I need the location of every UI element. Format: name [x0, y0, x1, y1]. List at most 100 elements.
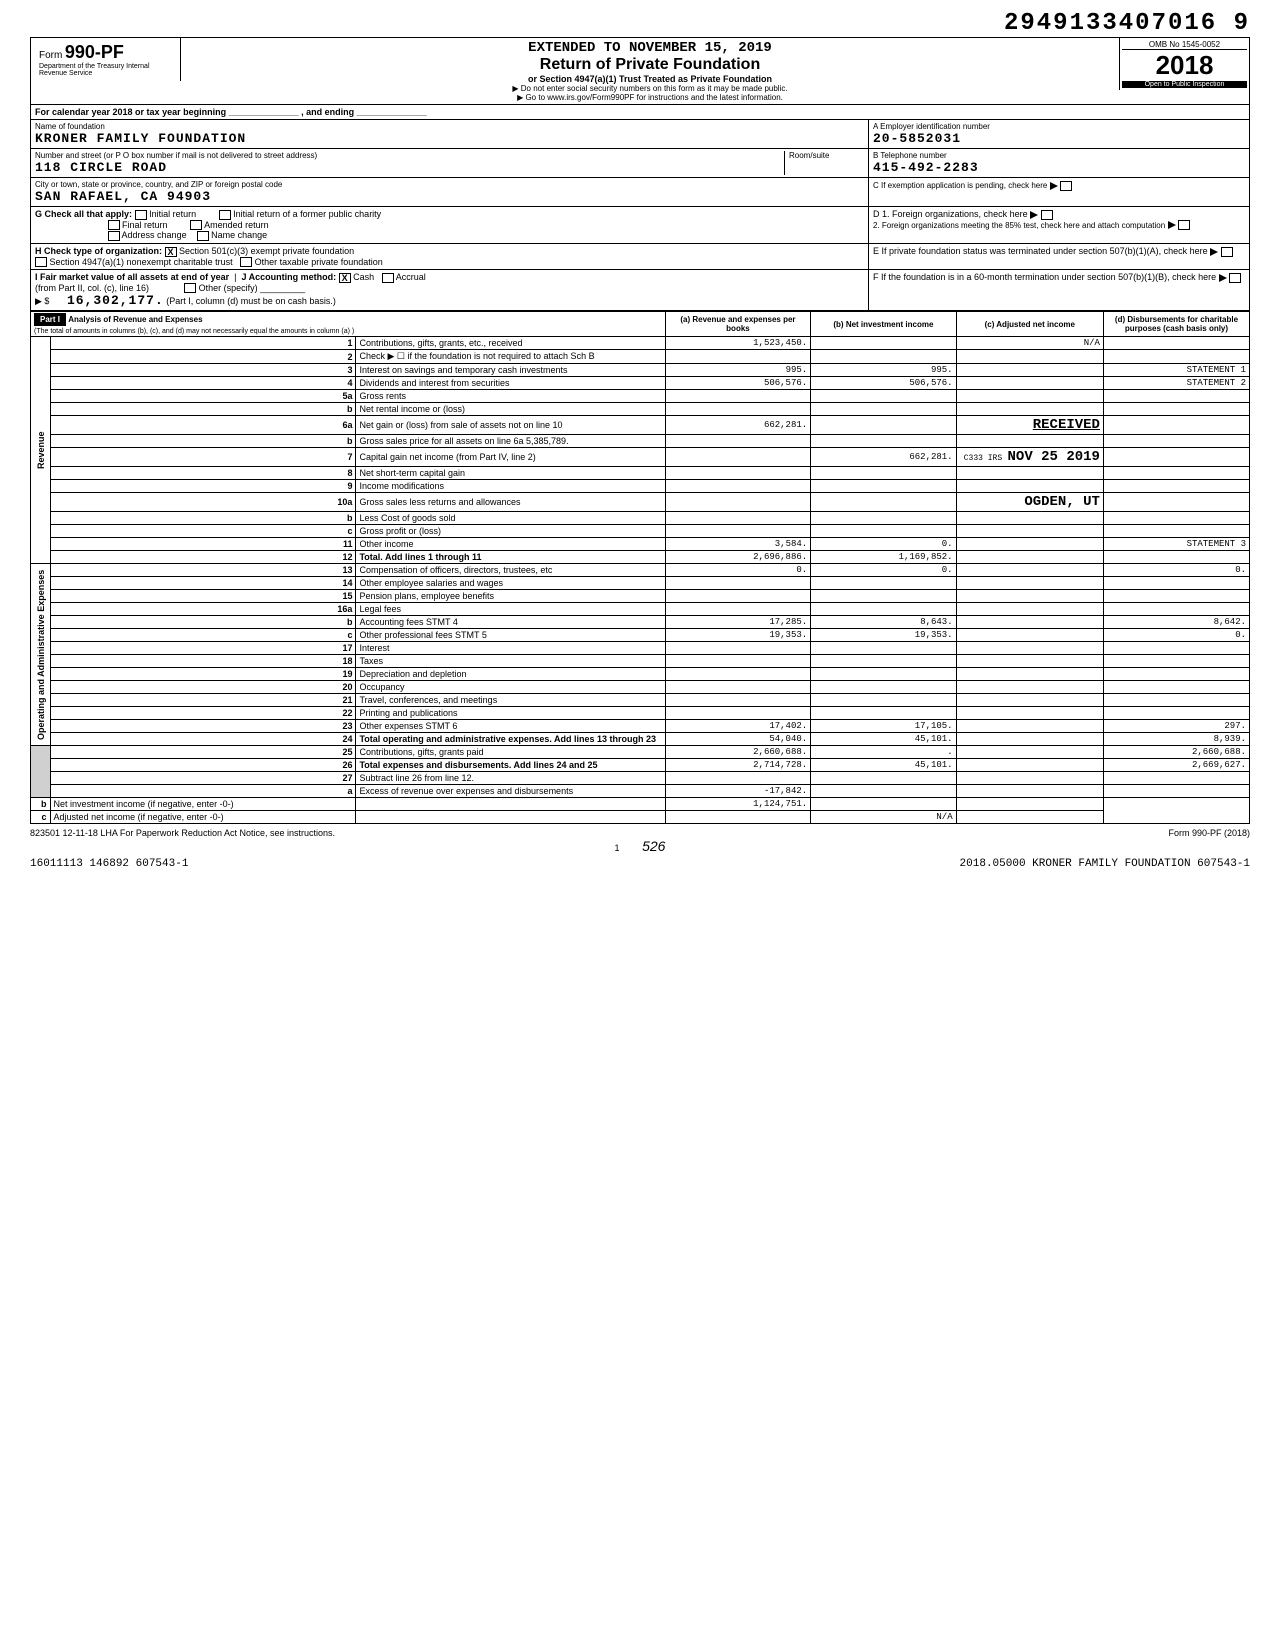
row-description: Gross sales price for all assets on line… — [356, 435, 665, 448]
h-other-label: Other taxable private foundation — [255, 257, 383, 267]
row-description: Other expenses STMT 6 — [356, 720, 665, 733]
dept-label: Department of the Treasury Internal Reve… — [39, 63, 172, 77]
d-label: D 1. Foreign organizations, check here — [873, 209, 1028, 219]
form-ref: Form 990-PF (2018) — [1168, 828, 1250, 838]
initial-former-check[interactable] — [219, 210, 231, 220]
col-b-value: 1,169,852. — [811, 551, 956, 564]
table-row: 23Other expenses STMT 617,402.17,105.297… — [31, 720, 1250, 733]
row-description: Net investment income (if negative, ente… — [50, 798, 356, 811]
footer-lha: 823501 12-11-18 LHA For Paperwork Reduct… — [30, 828, 1250, 838]
name-label: Name of foundation — [35, 122, 864, 131]
col-c-value — [956, 564, 1103, 577]
row-description: Printing and publications — [356, 707, 665, 720]
col-c-value — [956, 772, 1103, 785]
col-a-value: 506,576. — [665, 377, 810, 390]
col-a-value — [665, 772, 810, 785]
table-row: aExcess of revenue over expenses and dis… — [31, 785, 1250, 798]
e-checkbox[interactable] — [1221, 247, 1233, 257]
col-b-value — [811, 694, 956, 707]
row-description: Interest on savings and temporary cash i… — [356, 364, 665, 377]
final-return-check[interactable] — [108, 220, 120, 230]
col-a-value: 2,714,728. — [665, 759, 810, 772]
row-number: 25 — [50, 746, 356, 759]
lha-notice: 823501 12-11-18 LHA For Paperwork Reduct… — [30, 828, 335, 838]
row-description: Total expenses and disbursements. Add li… — [356, 759, 665, 772]
row-number: 18 — [50, 655, 356, 668]
row-number: 11 — [50, 538, 356, 551]
c-checkbox[interactable] — [1060, 181, 1072, 191]
col-b-value: 0. — [811, 538, 956, 551]
name-change-check[interactable] — [197, 231, 209, 241]
col-d-value: STATEMENT 1 — [1103, 364, 1249, 377]
col-a-value: 19,353. — [665, 629, 810, 642]
col-d-value — [1103, 772, 1249, 785]
col-c-value — [956, 681, 1103, 694]
row-number: 10a — [50, 493, 356, 512]
col-c-value — [956, 694, 1103, 707]
row-description: Dividends and interest from securities — [356, 377, 665, 390]
col-d-value — [1103, 681, 1249, 694]
col-a-value: 17,402. — [665, 720, 810, 733]
col-a-value: 54,040. — [665, 733, 810, 746]
col-c-value — [956, 577, 1103, 590]
room-label: Room/suite — [789, 151, 864, 160]
col-c-value — [956, 668, 1103, 681]
col-a-value: 995. — [665, 364, 810, 377]
table-row: 2Check ▶ ☐ if the foundation is not requ… — [31, 350, 1250, 364]
col-d-value: 2,660,688. — [1103, 746, 1249, 759]
row-description: Total. Add lines 1 through 11 — [356, 551, 665, 564]
row-description: Other professional fees STMT 5 — [356, 629, 665, 642]
col-a-value — [665, 707, 810, 720]
col-a-value — [665, 512, 810, 525]
table-row: 7Capital gain net income (from Part IV, … — [31, 448, 1250, 467]
col-b-value: . — [811, 746, 956, 759]
col-c-value: RECEIVED — [956, 416, 1103, 435]
row-number: c — [50, 525, 356, 538]
row-number: 21 — [50, 694, 356, 707]
row-number: 19 — [50, 668, 356, 681]
i-sub: (from Part II, col. (c), line 16) — [35, 283, 149, 293]
row-number: 4 — [50, 377, 356, 390]
form-prefix: Form — [39, 50, 62, 61]
h-501-check[interactable]: X — [165, 247, 177, 257]
row-number: 9 — [50, 480, 356, 493]
j-other-check[interactable] — [184, 283, 196, 293]
row-number: 2 — [50, 350, 356, 364]
col-d-value: STATEMENT 3 — [1103, 538, 1249, 551]
table-row: 10aGross sales less returns and allowanc… — [31, 493, 1250, 512]
table-row: 6aNet gain or (loss) from sale of assets… — [31, 416, 1250, 435]
j-cash-check[interactable]: X — [339, 273, 351, 283]
col-c-value — [956, 377, 1103, 390]
col-b-value — [811, 785, 956, 798]
col-a-value: 2,696,886. — [665, 551, 810, 564]
col-b-value: 995. — [811, 364, 956, 377]
initial-return-check[interactable] — [135, 210, 147, 220]
d1-checkbox[interactable] — [1041, 210, 1053, 220]
col-a-value — [665, 603, 810, 616]
col-d-value — [1103, 390, 1249, 403]
d2-checkbox[interactable] — [1178, 220, 1190, 230]
h-other-check[interactable] — [240, 257, 252, 267]
foundation-name: KRONER FAMILY FOUNDATION — [35, 131, 864, 146]
col-c-value — [956, 350, 1103, 364]
document-number: 2949133407016 9 — [30, 10, 1250, 37]
table-row: 18Taxes — [31, 655, 1250, 668]
address-change-check[interactable] — [108, 231, 120, 241]
row-number: 17 — [50, 642, 356, 655]
row-description: Other employee salaries and wages — [356, 577, 665, 590]
col-a-value — [665, 694, 810, 707]
col-c-header: (c) Adjusted net income — [956, 312, 1103, 337]
row-description: Total operating and administrative expen… — [356, 733, 665, 746]
part1-title: Analysis of Revenue and Expenses — [68, 315, 202, 324]
row-number: 13 — [50, 564, 356, 577]
f-checkbox[interactable] — [1229, 273, 1241, 283]
g-opt-2: Address change — [122, 230, 187, 240]
col-d-value — [1103, 416, 1249, 435]
amended-return-check[interactable] — [190, 220, 202, 230]
col-d-header: (d) Disbursements for charitable purpose… — [1103, 312, 1249, 337]
return-title: Return of Private Foundation — [183, 56, 1117, 74]
i-label: I Fair market value of all assets at end… — [35, 272, 229, 282]
j-accrual-check[interactable] — [382, 273, 394, 283]
col-b-value: 45,101. — [811, 733, 956, 746]
h-4947-check[interactable] — [35, 257, 47, 267]
